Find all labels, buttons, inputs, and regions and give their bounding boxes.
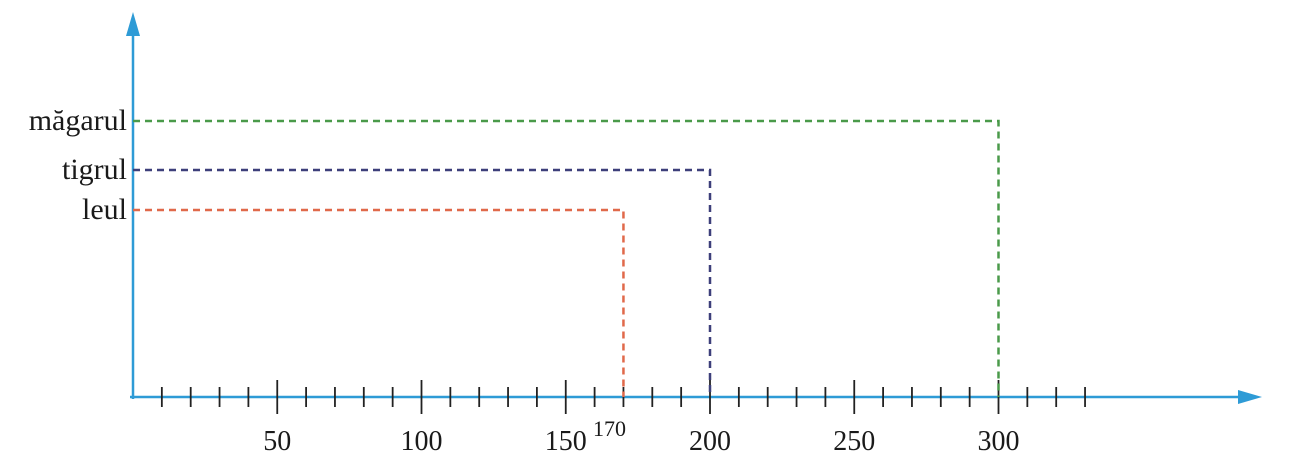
x-axis-arrow xyxy=(1238,390,1262,404)
x-tick-label: 150 xyxy=(545,426,587,457)
category-label: măgarul xyxy=(29,104,127,137)
x-tick-label: 200 xyxy=(689,426,731,457)
category-label: tigrul xyxy=(62,153,127,186)
x-tick-label: 100 xyxy=(401,426,443,457)
y-axis-arrow xyxy=(126,12,140,36)
axes xyxy=(126,12,1262,404)
category-label: leul xyxy=(82,193,127,226)
x-tick-label: 250 xyxy=(833,426,875,457)
x-tick-label: 300 xyxy=(978,426,1020,457)
category-labels: măgarul tigrul leul xyxy=(29,104,127,226)
x-axis-ticks xyxy=(160,380,1086,414)
annotations: 170 xyxy=(593,416,626,441)
bar-1 xyxy=(133,119,1000,397)
bar-2 xyxy=(133,168,712,397)
bar-3 xyxy=(133,208,625,397)
bars xyxy=(133,119,1000,397)
x-tick-label: 50 xyxy=(263,426,291,457)
x-annotation-label: 170 xyxy=(593,416,626,441)
x-tick-labels: 50 100 150 200 250 300 xyxy=(263,426,1019,457)
